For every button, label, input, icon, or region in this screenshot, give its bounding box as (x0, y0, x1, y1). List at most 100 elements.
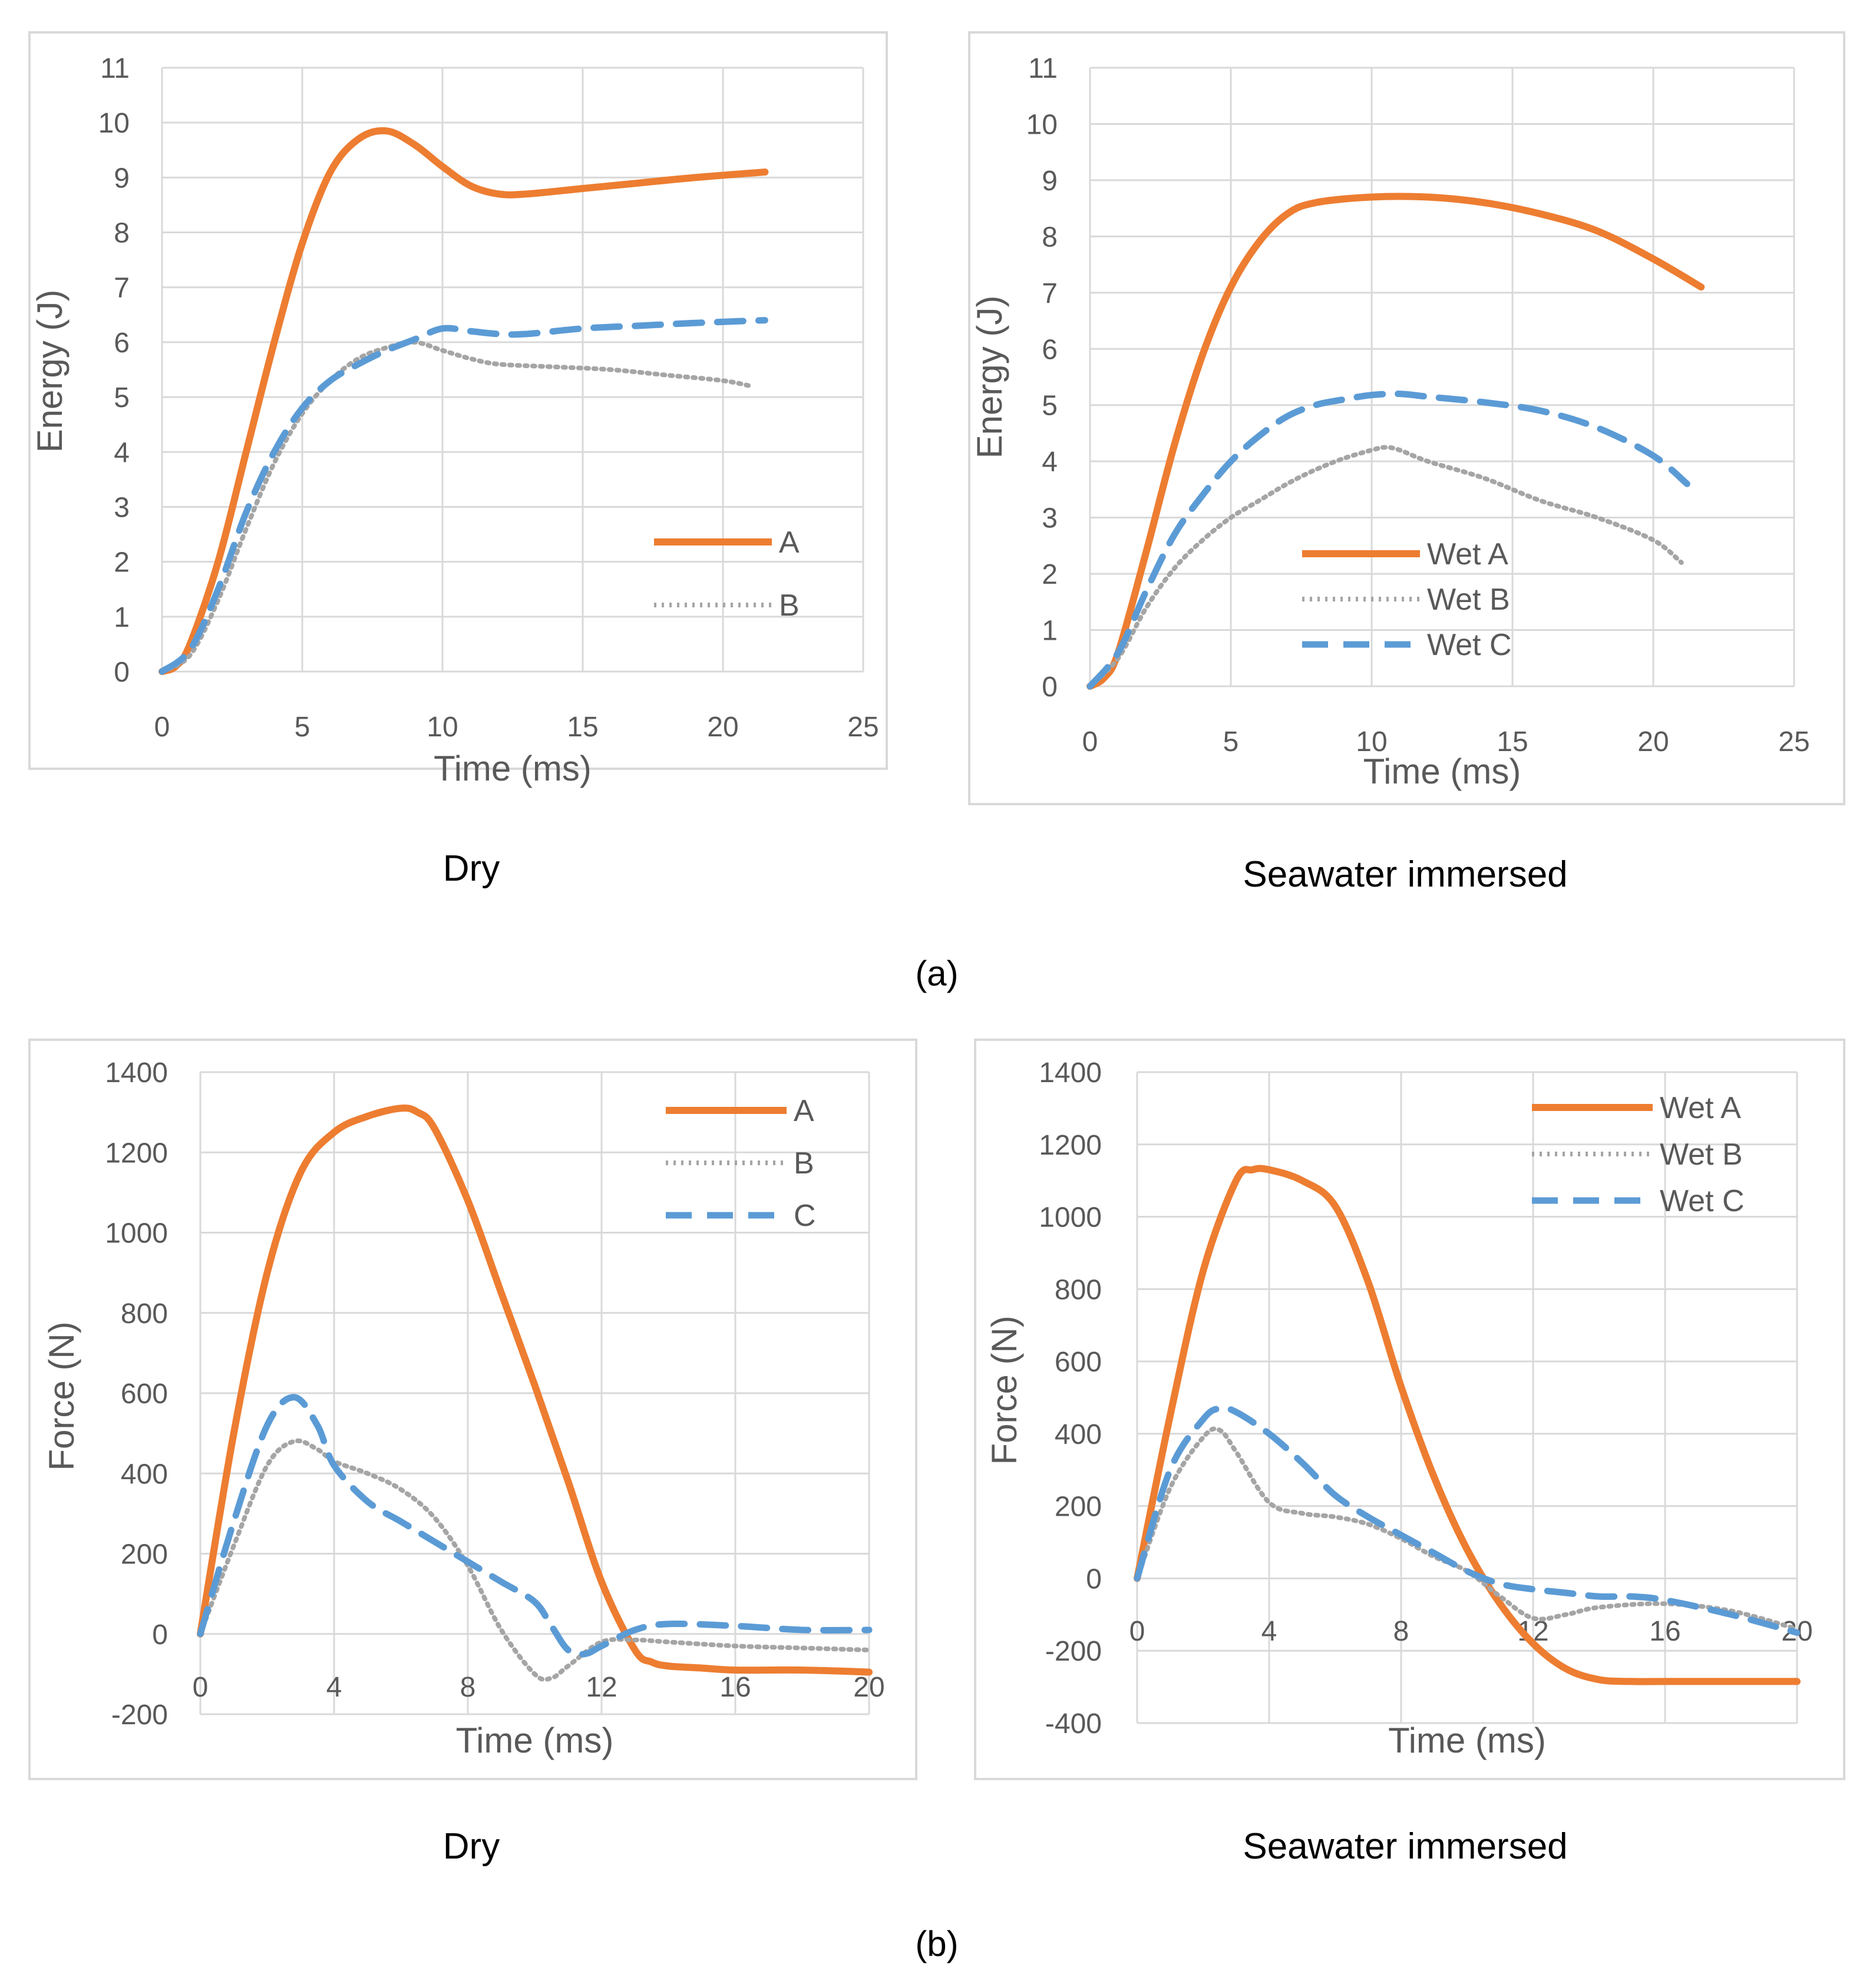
gridlines (1136, 1071, 1798, 1724)
chart-wet-energy: 0 1 2 3 4 5 6 7 8 9 10 11 0 5 10 15 20 25 Time (ms) Energy … (968, 31, 1845, 895)
legend-label-a: A (794, 1094, 814, 1128)
y-tick-label: 0 (1086, 1563, 1102, 1595)
chart-caption: Seawater immersed (1243, 1826, 1567, 1867)
x-tick-label: 8 (1393, 1616, 1409, 1647)
series-line-b (198, 1438, 871, 1682)
series-line-a (197, 1105, 873, 1676)
x-tick-label: 25 (847, 712, 878, 743)
y-tick-label: 1000 (105, 1218, 168, 1249)
gridlines (199, 1071, 870, 1715)
y-tick-label: 4 (114, 437, 130, 468)
y-tick-label: 3 (1042, 503, 1058, 534)
series-line-wet-a (1086, 193, 1705, 690)
y-tick-label: 1200 (1039, 1130, 1102, 1161)
y-tick-label: -200 (111, 1699, 168, 1731)
series-line-wet-c (1086, 391, 1690, 690)
chart-caption: Seawater immersed (1243, 854, 1567, 895)
x-tick-label: 10 (1356, 726, 1387, 758)
legend-label-wet-a: Wet A (1427, 537, 1508, 571)
y-tick-label: 1400 (105, 1057, 168, 1089)
x-tick-label: 0 (1129, 1616, 1145, 1647)
y-tick-label: 0 (152, 1619, 168, 1651)
y-tick-label: 1000 (1039, 1202, 1102, 1234)
y-tick-label: 5 (114, 382, 130, 414)
series-line-wet-c (1134, 1404, 1801, 1636)
x-tick-label: 5 (295, 712, 311, 743)
y-tick-label: 0 (114, 657, 130, 688)
gridlines (161, 67, 864, 673)
x-tick-label: 12 (586, 1672, 617, 1703)
series-lines (158, 127, 769, 675)
legend-label-wet-c: Wet C (1427, 628, 1512, 662)
y-tick-label: -400 (1045, 1708, 1102, 1740)
x-tick-label: 15 (1497, 726, 1528, 758)
x-tick-label: 15 (567, 712, 598, 743)
chart-frame (28, 1039, 917, 1780)
chart-caption: Dry (443, 848, 500, 889)
y-tick-label: 800 (1055, 1274, 1102, 1305)
series-lines (197, 1105, 873, 1682)
y-axis-title: Force (N) (42, 1321, 81, 1470)
x-tick-label: 20 (707, 712, 738, 743)
y-tick-label: 10 (98, 108, 130, 139)
series-line-wet-b (1135, 1426, 1799, 1632)
y-tick-label: 2 (114, 547, 130, 578)
x-tick-label: 0 (1082, 726, 1098, 758)
y-tick-label: 1 (114, 602, 130, 633)
x-axis-title: Time (ms) (456, 1721, 614, 1760)
y-tick-label: 7 (114, 273, 130, 304)
y-tick-label: 400 (121, 1459, 168, 1490)
y-tick-label: 6 (114, 328, 130, 359)
legend-label-a: A (779, 525, 800, 560)
y-tick-label: 11 (1028, 53, 1058, 84)
y-tick-label: 1 (1042, 616, 1058, 647)
series-line-a (158, 127, 769, 675)
y-tick-label: 5 (1042, 391, 1058, 422)
y-tick-label: 4 (1042, 447, 1058, 478)
y-tick-label: 2 (1042, 559, 1058, 590)
series-line-wet-a (1134, 1165, 1801, 1685)
chart-frame (968, 31, 1845, 805)
series-line-c (197, 1394, 873, 1658)
chart-frame (974, 1039, 1845, 1780)
x-tick-label: 10 (427, 712, 458, 743)
legend: Wet A Wet B Wet C (1302, 537, 1512, 662)
y-tick-label: 600 (121, 1378, 168, 1410)
y-tick-label: 3 (114, 492, 130, 523)
y-tick-label: 0 (1042, 672, 1058, 703)
y-tick-label: 6 (1042, 334, 1058, 365)
series-lines (1134, 1165, 1801, 1685)
x-axis-title: Time (ms) (1388, 1721, 1546, 1760)
y-axis-title: Force (N) (985, 1315, 1024, 1464)
series-line-wet-b (1088, 445, 1684, 689)
y-tick-label: 600 (1055, 1347, 1102, 1378)
legend: ABC (666, 1094, 816, 1233)
legend-label-wet-c: Wet C (1660, 1184, 1745, 1218)
chart-dry-force: -200 0 200 400 600 800 1000 1200 1400 0 4 8 12 16 20 Ti… (28, 1039, 917, 1867)
y-tick-label: -200 (1045, 1636, 1102, 1667)
x-tick-label: 5 (1223, 726, 1239, 758)
x-tick-label: 16 (1649, 1616, 1680, 1647)
x-tick-label: 16 (719, 1672, 751, 1703)
legend-label-wet-b: Wet B (1427, 583, 1510, 617)
legend-label-c: C (794, 1199, 816, 1233)
x-tick-label: 25 (1778, 726, 1809, 758)
x-tick-label: 8 (460, 1672, 476, 1703)
y-tick-label: 9 (1042, 166, 1058, 197)
y-tick-label: 200 (121, 1539, 168, 1570)
chart-frame (28, 31, 888, 770)
series-lines (1086, 193, 1705, 690)
y-tick-label: 200 (1055, 1492, 1102, 1523)
y-tick-label: 11 (100, 53, 130, 84)
y-axis-title: Energy (J) (970, 296, 1009, 459)
part-label-a: (a) (915, 954, 958, 993)
series-line-c (158, 317, 768, 675)
x-tick-label: 0 (193, 1672, 209, 1703)
legend: Wet A Wet B Wet C (1532, 1091, 1745, 1218)
x-axis-title: Time (ms) (1363, 752, 1521, 791)
y-tick-label: 8 (114, 218, 130, 249)
x-tick-label: 20 (1637, 726, 1669, 758)
part-label-b: (b) (915, 1924, 958, 1963)
